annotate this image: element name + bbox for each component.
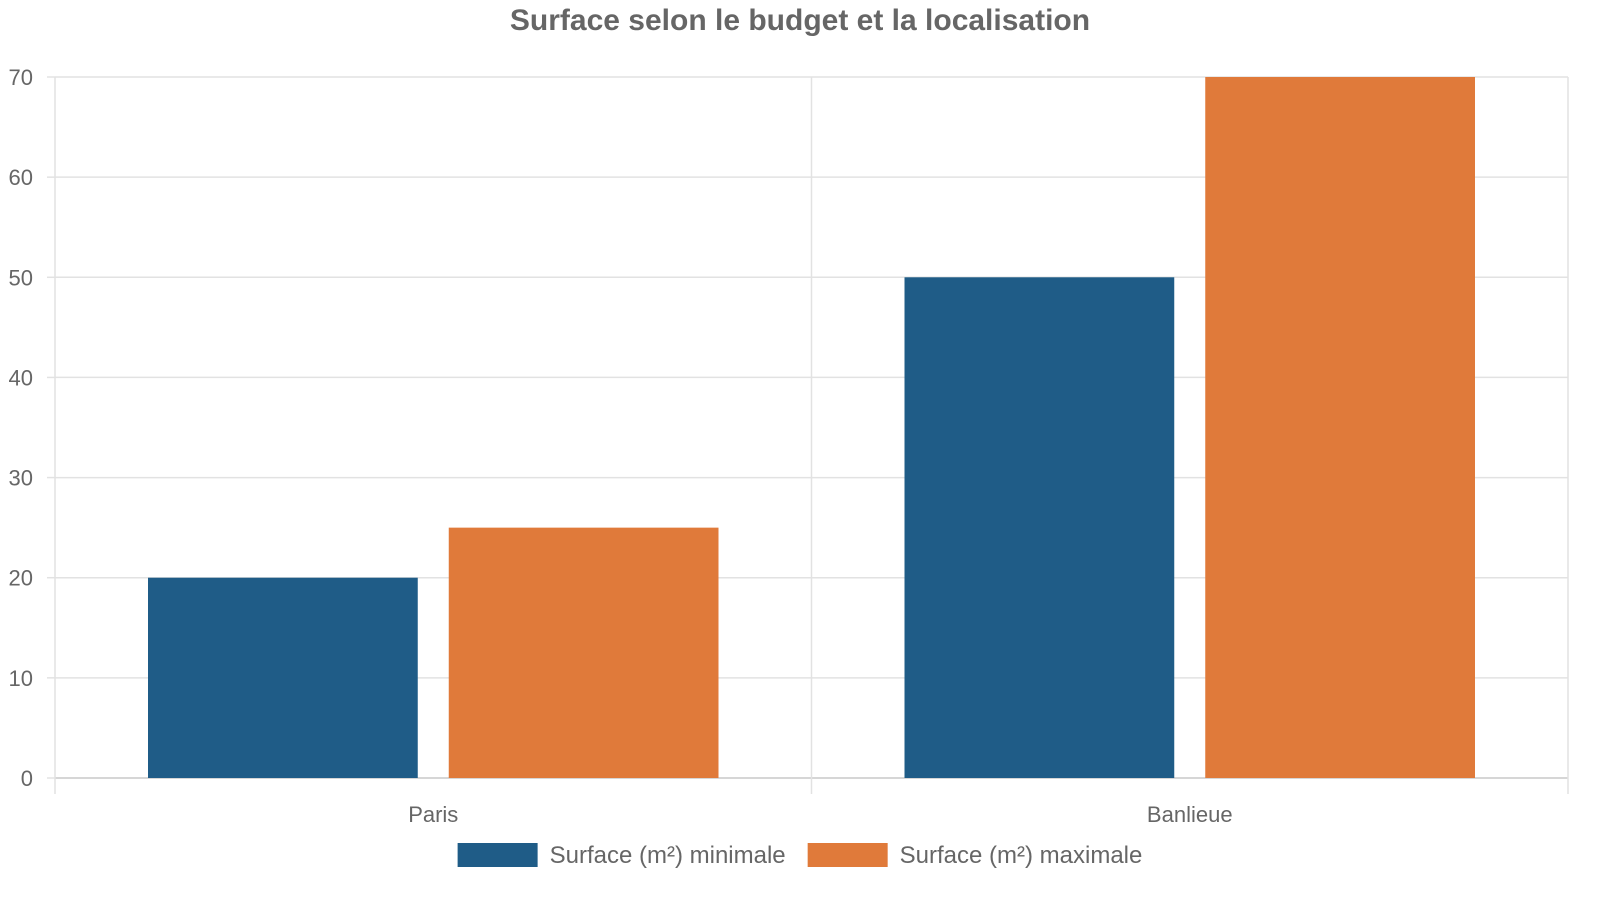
- axes: 0 10 20 30 40 50 60 70 Paris Banlieue: [9, 65, 1233, 827]
- legend-label: Surface (m²) maximale: [900, 842, 1143, 869]
- y-tick-label: 60: [9, 165, 33, 190]
- legend-item[interactable]: Surface (m²) minimale: [457, 842, 786, 869]
- y-tick-label: 40: [9, 365, 33, 390]
- legend-swatch: [457, 843, 538, 867]
- legend-label: Surface (m²) minimale: [550, 842, 786, 869]
- y-tick-label: 10: [9, 666, 33, 691]
- y-tick-label: 50: [9, 265, 33, 290]
- bar[interactable]: [1205, 77, 1475, 778]
- bar[interactable]: [448, 527, 719, 778]
- legend-item[interactable]: Surface (m²) maximale: [807, 842, 1143, 869]
- legend[interactable]: Surface (m²) minimale Surface (m²) maxima…: [457, 842, 1143, 869]
- bar[interactable]: [148, 577, 418, 778]
- bars: [148, 77, 1475, 778]
- x-tick-label: Banlieue: [1147, 802, 1233, 827]
- chart-title: Surface selon le budget et la localisati…: [510, 4, 1090, 37]
- y-tick-label: 30: [9, 466, 33, 491]
- bar[interactable]: [904, 277, 1175, 778]
- x-tick-label: Paris: [408, 802, 458, 827]
- y-tick-label: 20: [9, 566, 33, 591]
- legend-swatch: [807, 843, 888, 867]
- y-tick-label: 0: [21, 766, 33, 791]
- y-tick-label: 70: [9, 65, 33, 90]
